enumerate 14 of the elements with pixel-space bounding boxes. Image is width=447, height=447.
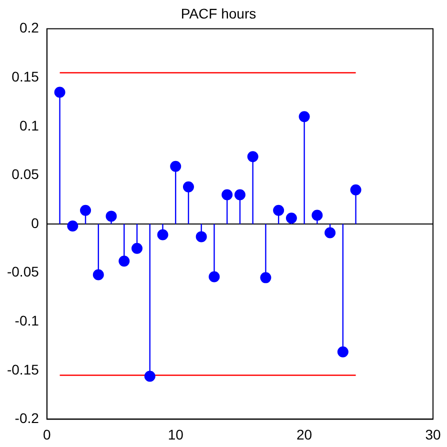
y-tick-label: -0.2: [14, 410, 40, 426]
x-tick-label: 10: [168, 426, 184, 442]
y-tick-label: 0: [31, 214, 40, 231]
y-tick-label: -0.1: [14, 312, 40, 328]
y-tick-label: 0.05: [12, 166, 40, 182]
x-tick-label: 20: [296, 426, 312, 442]
y-tick-label: 0.1: [19, 117, 40, 134]
x-tick-label: 30: [425, 426, 441, 442]
y-tick-label: -0.05: [6, 264, 40, 280]
x-tick-label: 0: [43, 426, 52, 442]
y-tick-label: -0.15: [6, 361, 40, 378]
chart-title: PACF hours: [180, 5, 256, 22]
y-tick-label: 0.2: [19, 20, 40, 36]
y-tick-label: 0.15: [12, 68, 40, 84]
